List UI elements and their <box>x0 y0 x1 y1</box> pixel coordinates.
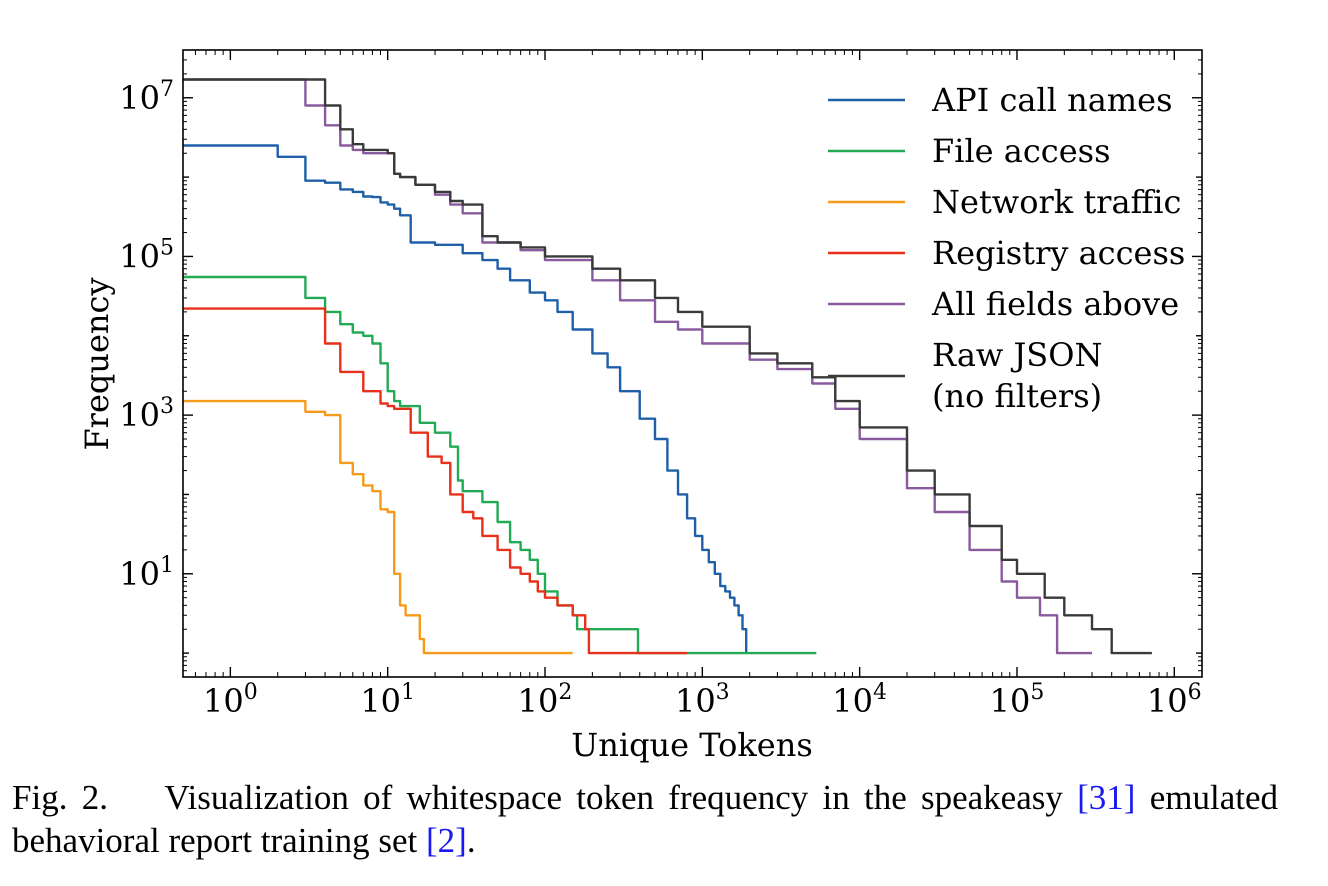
x-tick-label: 103 <box>675 680 730 720</box>
x-axis-label: Unique Tokens <box>571 726 813 764</box>
legend-label-1: API call names <box>931 81 1172 119</box>
legend: API call names File access Network traffic… <box>828 81 1185 415</box>
y-tick-label: 101 <box>119 553 174 593</box>
legend-label-3: Network traffic <box>932 183 1181 221</box>
series-line-3 <box>183 399 573 655</box>
series-line-6 <box>183 78 1152 655</box>
legend-label-5: All fields above <box>931 285 1179 323</box>
y-tick-label: 107 <box>119 77 174 117</box>
x-tick-label: 104 <box>832 680 887 720</box>
caption-ref-31[interactable]: [31] <box>1077 778 1136 817</box>
series-line-4 <box>183 307 688 655</box>
x-tick-label: 105 <box>990 680 1045 720</box>
caption-end: . <box>466 821 476 860</box>
series-line-2 <box>183 275 817 655</box>
caption-prefix: Fig. 2. <box>12 778 108 817</box>
series-line-1 <box>183 144 748 654</box>
plot-frame <box>182 49 1203 678</box>
tick-labels: 100 101 102 103 104 105 106 101 103 105 107 <box>119 77 1201 720</box>
y-tick-label: 103 <box>119 394 174 434</box>
x-tick-label: 100 <box>203 680 258 720</box>
series-line-5 <box>183 78 1092 655</box>
legend-label-2: File access <box>932 132 1110 170</box>
caption-text-2: emulated behavioral report training set <box>12 778 1278 860</box>
y-tick-label: 105 <box>119 235 174 275</box>
x-tick-label: 102 <box>518 680 573 720</box>
chart: 100 101 102 103 104 105 106 101 103 105 107 Unique… <box>78 49 1203 764</box>
x-tick-label: 101 <box>360 680 415 720</box>
x-tick-label: 106 <box>1147 680 1202 720</box>
caption-ref-2[interactable]: [2] <box>426 821 467 860</box>
legend-label-6: Raw JSON (no filters) <box>932 336 1102 415</box>
legend-label-4: Registry access <box>932 234 1185 272</box>
y-axis-label: Frequency <box>78 277 116 450</box>
caption-text-1: Visualization of whitespace token freque… <box>164 778 1063 817</box>
series-lines <box>183 78 1152 655</box>
figure-caption: Fig. 2. Visualization of whitespace toke… <box>12 776 1278 862</box>
